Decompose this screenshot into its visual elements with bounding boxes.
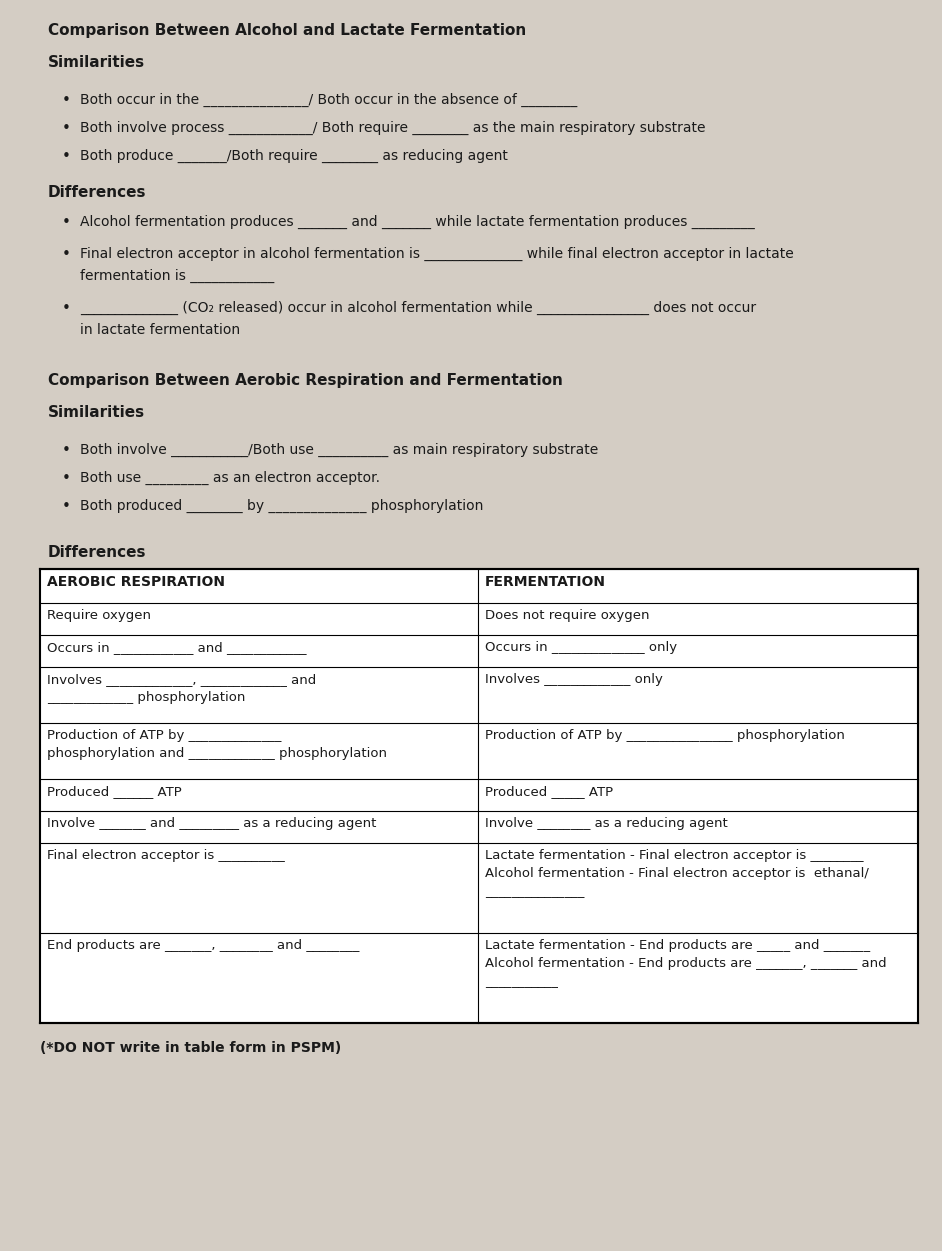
- Text: •: •: [62, 121, 71, 136]
- Bar: [40, 569, 918, 1023]
- Text: phosphorylation and _____________ phosphorylation: phosphorylation and _____________ phosph…: [47, 747, 387, 761]
- Text: Lactate fermentation - Final electron acceptor is ________: Lactate fermentation - Final electron ac…: [485, 849, 864, 862]
- Text: Production of ATP by ________________ phosphorylation: Production of ATP by ________________ ph…: [485, 729, 845, 742]
- Text: •: •: [62, 149, 71, 164]
- Text: Involves _____________ only: Involves _____________ only: [485, 673, 663, 686]
- Text: Both produce _______/Both require ________ as reducing agent: Both produce _______/Both require ______…: [80, 149, 508, 163]
- Text: Similarities: Similarities: [48, 55, 145, 70]
- Text: Both involve process ____________/ Both require ________ as the main respiratory: Both involve process ____________/ Both …: [80, 121, 706, 135]
- Text: Both use _________ as an electron acceptor.: Both use _________ as an electron accept…: [80, 470, 380, 485]
- Text: •: •: [62, 470, 71, 485]
- Text: End products are _______, ________ and ________: End products are _______, ________ and _…: [47, 940, 360, 952]
- Text: Differences: Differences: [48, 185, 147, 200]
- Text: ___________: ___________: [485, 975, 558, 988]
- Text: •: •: [62, 215, 71, 230]
- Text: Occurs in ____________ and ____________: Occurs in ____________ and ____________: [47, 641, 306, 654]
- Text: Involve _______ and _________ as a reducing agent: Involve _______ and _________ as a reduc…: [47, 817, 377, 829]
- Text: Final electron acceptor in alcohol fermentation is ______________ while final el: Final electron acceptor in alcohol ferme…: [80, 246, 794, 261]
- Text: Production of ATP by ______________: Production of ATP by ______________: [47, 729, 282, 742]
- Text: in lactate fermentation: in lactate fermentation: [80, 323, 240, 337]
- Text: Produced _____ ATP: Produced _____ ATP: [485, 784, 613, 798]
- Text: FERMENTATION: FERMENTATION: [485, 575, 606, 589]
- Text: Does not require oxygen: Does not require oxygen: [485, 609, 649, 622]
- Text: Alcohol fermentation - Final electron acceptor is  ethanal/: Alcohol fermentation - Final electron ac…: [485, 867, 869, 879]
- Text: Both involve ___________/Both use __________ as main respiratory substrate: Both involve ___________/Both use ______…: [80, 443, 598, 457]
- Text: Involve ________ as a reducing agent: Involve ________ as a reducing agent: [485, 817, 728, 829]
- Text: Occurs in ______________ only: Occurs in ______________ only: [485, 641, 677, 654]
- Text: Both produced ________ by ______________ phosphorylation: Both produced ________ by ______________…: [80, 499, 483, 513]
- Text: •: •: [62, 443, 71, 458]
- Text: •: •: [62, 246, 71, 261]
- Text: Produced ______ ATP: Produced ______ ATP: [47, 784, 182, 798]
- Text: Comparison Between Aerobic Respiration and Fermentation: Comparison Between Aerobic Respiration a…: [48, 373, 563, 388]
- Text: ______________ (CO₂ released) occur in alcohol fermentation while ______________: ______________ (CO₂ released) occur in a…: [80, 301, 756, 315]
- Text: AEROBIC RESPIRATION: AEROBIC RESPIRATION: [47, 575, 225, 589]
- Text: Alcohol fermentation produces _______ and _______ while lactate fermentation pro: Alcohol fermentation produces _______ an…: [80, 215, 755, 229]
- Text: •: •: [62, 499, 71, 514]
- Text: _______________: _______________: [485, 884, 584, 898]
- Text: _____________ phosphorylation: _____________ phosphorylation: [47, 691, 245, 704]
- Text: fermentation is ____________: fermentation is ____________: [80, 269, 274, 283]
- Text: Require oxygen: Require oxygen: [47, 609, 151, 622]
- Text: Both occur in the _______________/ Both occur in the absence of ________: Both occur in the _______________/ Both …: [80, 93, 577, 108]
- Text: Final electron acceptor is __________: Final electron acceptor is __________: [47, 849, 284, 862]
- Text: •: •: [62, 93, 71, 108]
- Text: Alcohol fermentation - End products are _______, _______ and: Alcohol fermentation - End products are …: [485, 957, 886, 970]
- Text: Lactate fermentation - End products are _____ and _______: Lactate fermentation - End products are …: [485, 940, 870, 952]
- Text: Similarities: Similarities: [48, 405, 145, 420]
- Text: Differences: Differences: [48, 545, 147, 560]
- Text: Comparison Between Alcohol and Lactate Fermentation: Comparison Between Alcohol and Lactate F…: [48, 23, 527, 38]
- Text: Involves _____________, _____________ and: Involves _____________, _____________ an…: [47, 673, 317, 686]
- Text: •: •: [62, 301, 71, 317]
- Text: (*DO NOT write in table form in PSPM): (*DO NOT write in table form in PSPM): [40, 1041, 341, 1055]
